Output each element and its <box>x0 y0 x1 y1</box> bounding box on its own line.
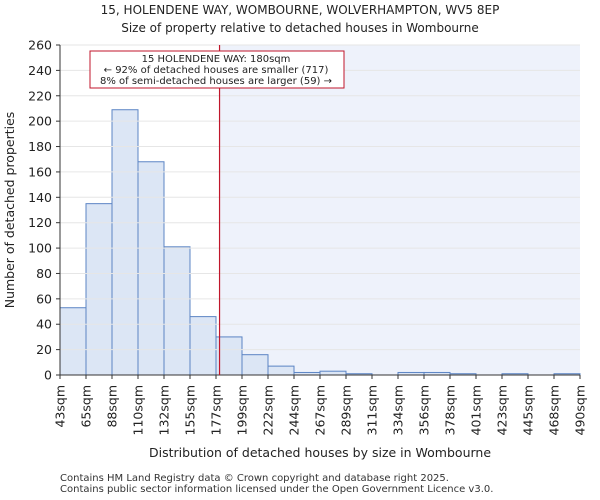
y-tick-label: 220 <box>28 88 52 103</box>
y-tick-label: 120 <box>28 215 52 230</box>
x-tick-label: 132sqm <box>157 385 172 435</box>
y-tick-label: 60 <box>36 291 52 306</box>
y-tick-label: 200 <box>28 114 52 129</box>
y-tick-label: 20 <box>36 342 52 357</box>
x-tick-label: 267sqm <box>313 385 328 435</box>
x-tick-label: 244sqm <box>287 385 302 435</box>
x-tick-label: 289sqm <box>339 385 354 435</box>
y-tick-label: 260 <box>28 38 52 53</box>
histogram-bar <box>267 365 295 376</box>
x-tick-label: 155sqm <box>183 385 198 435</box>
chart-title: 15, HOLENDENE WAY, WOMBOURNE, WOLVERHAMP… <box>100 3 500 17</box>
y-tick-label: 160 <box>28 164 52 179</box>
histogram-bar <box>163 246 191 376</box>
x-tick-label: 334sqm <box>391 385 406 435</box>
larger-than-property-region <box>219 45 580 375</box>
x-tick-label: 311sqm <box>365 385 380 435</box>
histogram-bar <box>59 307 87 376</box>
x-tick-label: 490sqm <box>573 385 588 435</box>
y-tick-label: 240 <box>28 63 52 78</box>
x-tick-label: 468sqm <box>547 385 562 435</box>
histogram-bar <box>137 161 165 376</box>
x-tick-label: 401sqm <box>469 385 484 435</box>
x-tick-label: 445sqm <box>521 385 536 435</box>
x-tick-label: 177sqm <box>209 385 224 435</box>
annotation-line-1: 15 HOLENDENE WAY: 180sqm <box>142 54 291 65</box>
y-tick-label: 180 <box>28 139 52 154</box>
y-tick-label: 40 <box>36 317 52 332</box>
y-axis-label: Number of detached properties <box>2 112 17 309</box>
histogram-bar <box>111 109 139 376</box>
annotation-line-3: 8% of semi-detached houses are larger (5… <box>100 76 332 87</box>
attribution-line-1: Contains HM Land Registry data © Crown c… <box>60 473 449 484</box>
x-tick-label: 356sqm <box>417 385 432 435</box>
x-tick-label: 88sqm <box>105 385 120 428</box>
y-tick-label: 80 <box>36 266 52 281</box>
histogram-bar <box>319 370 347 376</box>
x-tick-label: 423sqm <box>495 385 510 435</box>
x-tick-label: 378sqm <box>443 385 458 435</box>
chart-subtitle: Size of property relative to detached ho… <box>121 21 479 35</box>
x-axis: 43sqm 65sqm 88sqm 110sqm 132sqm 155sqm 177sqm 1… <box>53 374 588 435</box>
x-tick-label: 222sqm <box>261 385 276 435</box>
y-tick-label: 0 <box>44 368 52 383</box>
y-tick-label: 100 <box>28 241 52 256</box>
attribution-line-2: Contains public sector information licen… <box>60 484 494 495</box>
x-tick-label: 65sqm <box>79 385 94 428</box>
x-axis-label: Distribution of detached houses by size … <box>149 445 491 460</box>
annotation-box: 15 HOLENDENE WAY: 180sqm ← 92% of detach… <box>89 50 345 89</box>
x-tick-label: 43sqm <box>53 385 68 428</box>
histogram-bar <box>241 354 269 376</box>
annotation-line-2: ← 92% of detached houses are smaller (71… <box>104 65 329 76</box>
histogram-bar <box>189 316 217 376</box>
x-tick-label: 110sqm <box>131 385 146 435</box>
x-tick-label: 199sqm <box>235 385 250 435</box>
y-tick-label: 140 <box>28 190 52 205</box>
